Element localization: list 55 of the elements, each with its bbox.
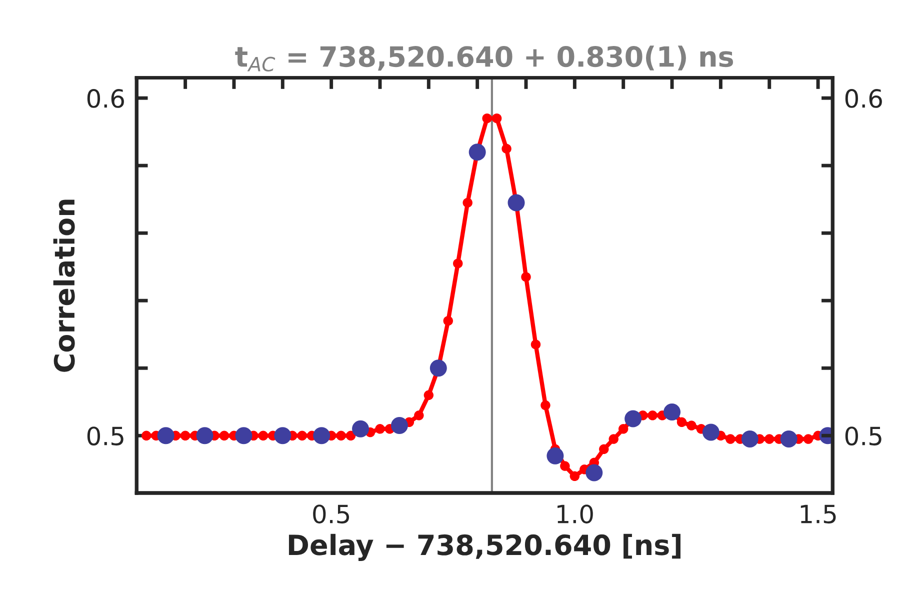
point [540,400,550,410]
point [142,430,152,440]
point [686,420,696,430]
point [618,424,628,434]
point [424,390,434,400]
point [676,417,687,427]
point [375,424,385,434]
point [336,430,346,440]
x-tick-label: 1.0 [558,504,593,524]
y-axis-title: Correlation [53,200,75,372]
point [346,430,356,440]
x-tick-label: 1.5 [800,504,836,524]
point [390,417,408,434]
point [462,198,472,208]
point [586,464,603,482]
point [352,420,370,438]
y2-tick-label: 0.6 [845,89,882,108]
point [521,272,531,282]
point [430,360,447,377]
x-axis-title: Delay − 738,520.640 [ns] [288,534,680,561]
x-tick-label: 0.5 [313,504,350,524]
point [274,427,292,444]
point [443,316,453,326]
point [764,434,774,444]
point [664,404,681,421]
point [453,258,463,268]
point [219,430,230,440]
y2-tick-label: 0.5 [845,426,882,446]
point [741,430,758,448]
point [726,434,736,444]
point [157,427,174,444]
point [502,144,512,154]
point [196,427,214,444]
point [235,427,252,444]
point [608,434,618,444]
point [570,471,580,482]
point [508,194,525,212]
point [702,424,720,441]
point [560,461,570,471]
point [414,410,424,420]
point [599,444,609,454]
point [530,340,541,350]
point [482,113,492,124]
point [492,113,502,124]
point [648,410,658,420]
chart-title: t$_{AC}$ = 738,520.640 + 0.830(1) ns [235,46,733,72]
point [624,410,642,428]
point [803,434,814,444]
point [180,430,190,440]
point [258,430,268,440]
point [546,447,564,464]
point [297,430,307,440]
point [468,144,486,161]
point [780,430,798,448]
point [313,427,330,444]
